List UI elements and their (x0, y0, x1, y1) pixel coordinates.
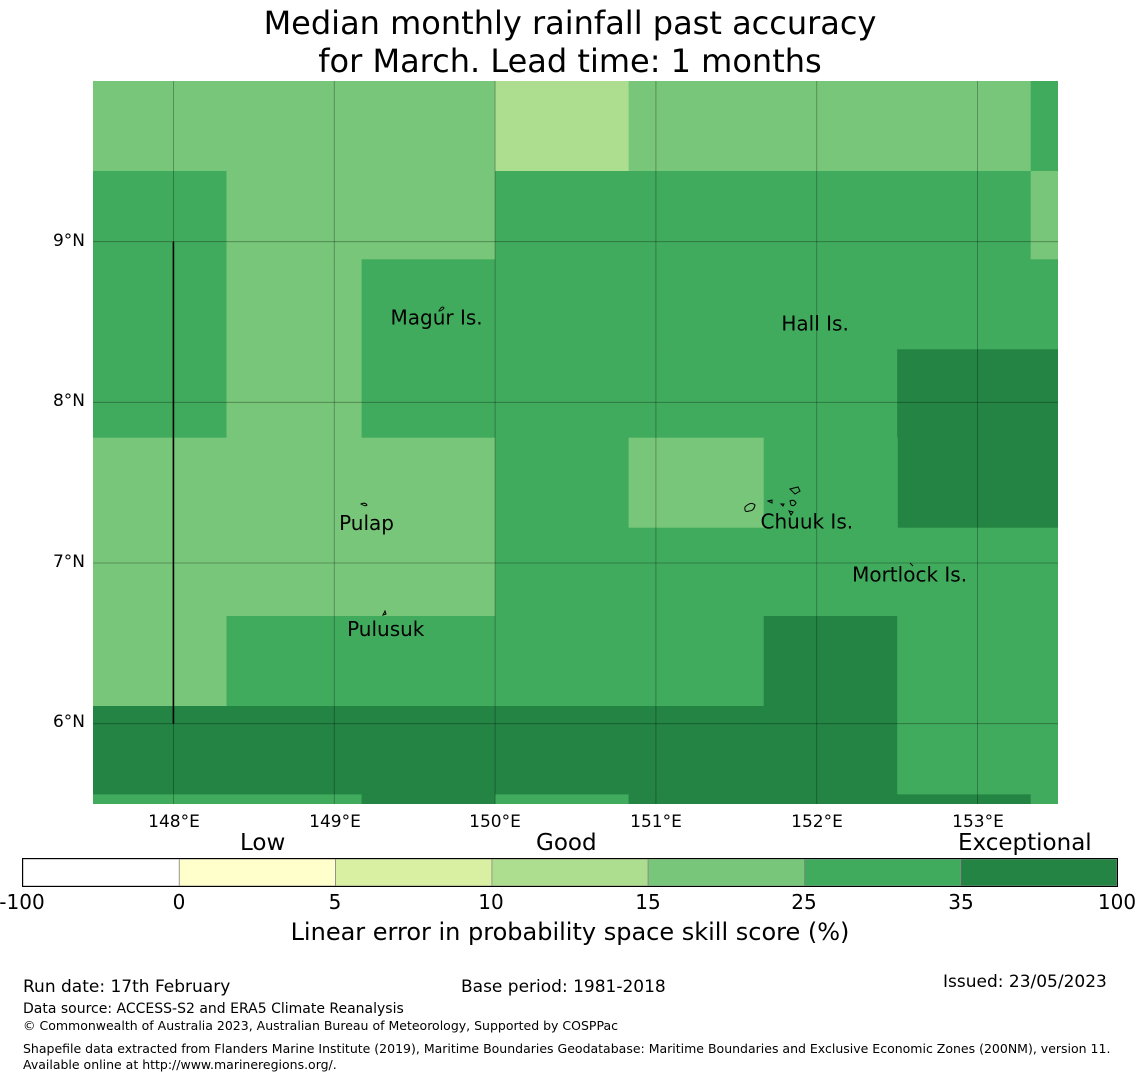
colorbar-label-10: 10 (478, 890, 504, 914)
colorbar-segment-2 (335, 858, 493, 887)
issued-date: Issued: 23/05/2023 (943, 972, 1107, 992)
skill-cell-11 (495, 349, 898, 439)
copyright: © Commonwealth of Australia 2023, Austra… (23, 1018, 618, 1033)
data-source: Data source: ACCESS-S2 and ERA5 Climate … (23, 1001, 404, 1017)
colorbar-segment-6 (960, 858, 1118, 887)
skill-cell-10 (1030, 259, 1058, 350)
island-chuuk-5 (779, 503, 785, 507)
colorbar-title: Linear error in probability space skill … (290, 918, 850, 946)
colorbar-label-25: 25 (791, 890, 817, 914)
skill-cell-17 (628, 527, 1058, 617)
x-tick-153: 153°E (952, 812, 1004, 832)
skill-cell-25 (495, 794, 630, 804)
base-period: Base period: 1981-2018 (461, 977, 666, 997)
place-label-4: Mortlock Is. (852, 562, 967, 586)
skill-cell-15 (628, 437, 765, 529)
skill-cell-16 (763, 437, 898, 529)
category-low: Low (240, 830, 286, 856)
colorbar-label-15: 15 (635, 890, 661, 914)
rainfall-skill-map: Magur Is. Hall Is. Pulap Chuuk Is. Mortlock … (93, 81, 1058, 804)
skill-cell-1 (495, 81, 630, 172)
run-date: Run date: 17th February (23, 977, 231, 997)
colorbar-segment-0 (22, 858, 180, 887)
skill-cell-28 (1030, 794, 1058, 804)
place-label-3: Chuuk Is. (761, 509, 854, 533)
place-label-2: Pulap (339, 511, 394, 535)
skill-cell-19 (226, 616, 765, 707)
island-pulap (359, 502, 368, 507)
chart-title: Median monthly rainfall past accuracy fo… (0, 4, 1140, 80)
skill-cell-4 (93, 171, 228, 439)
colorbar-segment-1 (178, 858, 337, 887)
y-tick-8n: 8°N (52, 391, 85, 411)
skill-cell-23 (93, 794, 363, 804)
x-tick-150: 150°E (469, 812, 521, 832)
x-tick-151: 151°E (630, 812, 682, 832)
x-tick-152: 152°E (791, 812, 843, 832)
skill-cells (93, 81, 1058, 804)
place-label-1: Hall Is. (781, 312, 848, 336)
skill-cell-5 (226, 171, 496, 260)
chart-title-line-2: for March. Lead time: 1 months (318, 42, 822, 80)
x-tick-149: 149°E (309, 812, 361, 832)
colorbar-label-neg100: -100 (0, 890, 45, 914)
skill-cell-6 (226, 259, 363, 439)
category-good: Good (536, 830, 597, 856)
skill-cell-8 (495, 171, 1032, 350)
chart-title-line-1: Median monthly rainfall past accuracy (263, 4, 877, 42)
colorbar-frame (22, 858, 1118, 887)
island-chuuk-3 (766, 499, 773, 504)
colorbar (22, 858, 1118, 887)
skill-cell-27 (897, 794, 1032, 804)
colorbar-label-0: 0 (172, 890, 186, 914)
skill-cell-14 (495, 437, 630, 617)
colorbar-segment-3 (491, 858, 649, 887)
skill-cell-24 (361, 794, 496, 804)
skill-cell-0 (93, 81, 496, 172)
island-pulusuk (382, 609, 387, 616)
skill-cell-3 (1030, 81, 1058, 172)
y-tick-9n: 9°N (52, 231, 85, 251)
skill-cell-22 (93, 706, 765, 795)
skill-cell-2 (628, 81, 1032, 172)
category-exceptional: Exceptional (958, 830, 1092, 856)
place-labels: Magur Is. Hall Is. Pulap Chuuk Is. Mortlock … (339, 305, 967, 641)
colorbar-segment-4 (647, 858, 805, 887)
colorbar-label-100: 100 (1097, 890, 1137, 914)
island-chuuk-4 (789, 499, 797, 507)
island-chuuk-6 (788, 510, 794, 516)
skill-cell-18 (93, 616, 228, 707)
skill-cell-9 (1030, 171, 1058, 260)
place-label-0: Magur Is. (391, 305, 483, 329)
island-magur (438, 306, 445, 312)
colorbar-segment-5 (804, 858, 962, 887)
island-chuuk-1 (789, 486, 801, 495)
skill-cell-13 (93, 437, 496, 617)
island-chuuk-2 (744, 502, 756, 512)
island-mortlock (909, 562, 914, 567)
shapefile-credit: Shapefile data extracted from Flanders M… (23, 1041, 1111, 1072)
x-tick-148: 148°E (148, 812, 200, 832)
island-outlines (359, 306, 914, 616)
skill-cell-26 (628, 794, 898, 804)
colorbar-label-5: 5 (328, 890, 342, 914)
skill-cell-21 (897, 616, 1058, 795)
y-tick-7n: 7°N (52, 552, 85, 572)
skill-cell-20 (763, 616, 898, 795)
y-tick-6n: 6°N (52, 712, 85, 732)
skill-cell-12 (897, 349, 1058, 529)
colorbar-label-35: 35 (948, 890, 974, 914)
skill-cell-7 (361, 259, 496, 439)
place-label-5: Pulusuk (347, 617, 425, 641)
